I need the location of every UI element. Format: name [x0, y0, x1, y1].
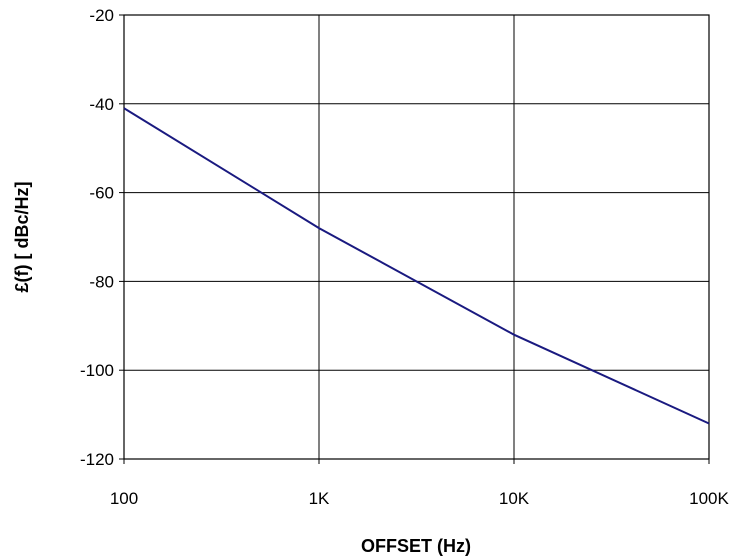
- y-axis-ticks: -20 -40 -60 -80 -100 -120: [80, 6, 124, 469]
- y-axis-title: £(f) [ dBc/Hz]: [12, 182, 32, 293]
- y-tick-label: -100: [80, 361, 114, 380]
- x-axis-ticks: 100 1K 10K 100K: [110, 459, 730, 508]
- x-axis-title: OFFSET (Hz): [361, 536, 471, 556]
- y-tick-label: -20: [89, 6, 114, 25]
- x-tick-label: 10K: [499, 489, 530, 508]
- series-group: [123, 107, 710, 425]
- grid-lines: [123, 14, 710, 460]
- plot-frame: [123, 14, 710, 460]
- series-line: [123, 107, 710, 425]
- y-tick-label: -40: [89, 95, 114, 114]
- x-tick-label: 100: [110, 489, 138, 508]
- x-tick-label: 1K: [309, 489, 330, 508]
- x-tick-label: 100K: [689, 489, 729, 508]
- y-tick-label: -120: [80, 450, 114, 469]
- y-tick-label: -60: [89, 184, 114, 203]
- y-tick-label: -80: [89, 272, 114, 291]
